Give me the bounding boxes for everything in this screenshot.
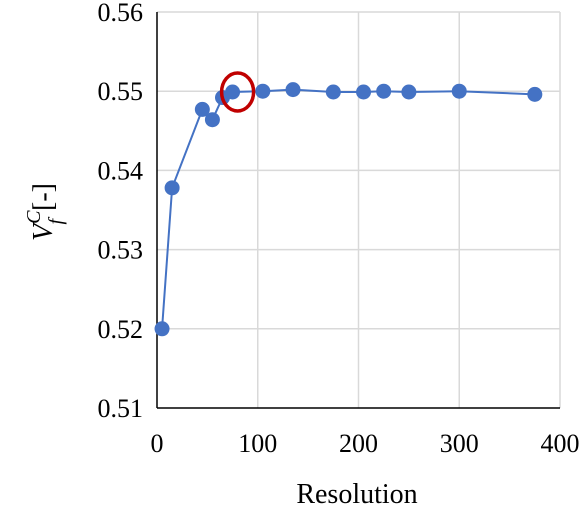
y-axis-title-main: V	[28, 221, 59, 241]
y-tick-label: 0.52	[98, 315, 144, 344]
y-tick-label: 0.54	[98, 156, 144, 185]
data-point	[401, 84, 417, 100]
data-point	[451, 83, 467, 99]
series-line	[161, 88, 535, 329]
x-axis-title: Resolution	[296, 479, 417, 510]
x-tick-label: 300	[440, 429, 479, 458]
y-tick-label: 0.51	[98, 394, 144, 423]
data-point	[204, 112, 220, 128]
axes	[156, 12, 560, 409]
data-point	[356, 84, 372, 100]
y-axis-title-subscript: f	[45, 217, 67, 225]
y-tick-label: 0.55	[98, 77, 144, 106]
y-axis-title-unit: [-]	[28, 183, 59, 211]
y-axis-title: VCf [-]	[23, 183, 67, 241]
tick-labels: 0.51 0.52 0.53 0.54 0.55 0.56 0 100 200 300 400	[98, 0, 580, 458]
data-point	[325, 84, 341, 100]
data-point	[285, 82, 301, 98]
highlight-layer	[219, 71, 256, 113]
y-tick-label: 0.53	[98, 236, 144, 265]
data-point	[225, 84, 241, 100]
x-tick-label: 100	[238, 429, 277, 458]
highlight-circle	[219, 71, 256, 113]
grid	[157, 11, 561, 408]
svg-text:VCf[-]: VCf [-]	[23, 183, 67, 241]
x-tick-label: 200	[339, 429, 378, 458]
y-tick-label: 0.56	[98, 0, 144, 27]
data-point	[376, 83, 392, 99]
series-1	[154, 82, 543, 337]
data-point	[154, 321, 170, 337]
data-point	[255, 83, 271, 99]
y-axis-title-superscript: C	[23, 210, 45, 224]
data-point	[527, 86, 543, 102]
x-tick-label: 400	[541, 429, 580, 458]
data-point	[164, 180, 180, 196]
x-tick-label: 0	[151, 429, 164, 458]
data-point	[194, 101, 210, 117]
